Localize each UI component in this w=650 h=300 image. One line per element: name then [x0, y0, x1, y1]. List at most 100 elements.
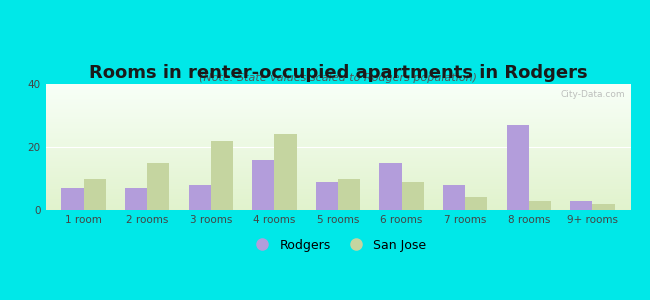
Bar	[46, 173, 630, 175]
Bar	[46, 166, 630, 167]
Bar	[46, 200, 630, 201]
Bar	[125, 188, 148, 210]
Bar	[465, 197, 488, 210]
Bar	[46, 149, 630, 151]
Bar	[46, 117, 630, 118]
Bar	[46, 118, 630, 119]
Bar	[46, 189, 630, 190]
Bar	[46, 170, 630, 171]
Bar	[46, 95, 630, 97]
Bar	[46, 162, 630, 164]
Bar	[46, 165, 630, 166]
Bar	[46, 84, 630, 85]
Bar	[46, 157, 630, 158]
Bar	[46, 128, 630, 129]
Bar	[46, 98, 630, 99]
Bar	[46, 99, 630, 100]
Bar	[46, 209, 630, 210]
Bar	[211, 141, 233, 210]
Bar	[46, 122, 630, 123]
Bar	[46, 201, 630, 202]
Bar	[46, 114, 630, 116]
Bar	[46, 129, 630, 130]
Bar	[46, 90, 630, 92]
Bar	[46, 86, 630, 88]
Bar	[46, 197, 630, 199]
Bar	[46, 180, 630, 181]
Bar	[46, 89, 630, 90]
Bar	[46, 184, 630, 185]
Bar	[46, 175, 630, 176]
Bar	[46, 143, 630, 145]
Bar	[46, 112, 630, 113]
Bar	[46, 168, 630, 170]
Bar	[46, 110, 630, 112]
Bar	[274, 134, 296, 210]
Bar	[148, 163, 170, 210]
Bar	[46, 206, 630, 208]
Bar	[46, 178, 630, 180]
Bar	[46, 113, 630, 114]
Bar	[46, 202, 630, 204]
Bar	[46, 142, 630, 143]
Bar	[46, 134, 630, 136]
Bar	[46, 160, 630, 161]
Bar	[380, 163, 402, 210]
Bar	[46, 181, 630, 182]
Bar	[46, 116, 630, 117]
Bar	[46, 158, 630, 160]
Bar	[46, 93, 630, 94]
Bar	[528, 200, 551, 210]
Bar	[46, 153, 630, 154]
Bar	[46, 124, 630, 126]
Bar	[46, 140, 630, 141]
Bar	[46, 138, 630, 140]
Bar	[46, 132, 630, 133]
Bar	[61, 188, 84, 210]
Bar	[188, 185, 211, 210]
Bar	[46, 195, 630, 196]
Bar	[46, 177, 630, 178]
Bar	[46, 103, 630, 104]
Bar	[46, 119, 630, 121]
Bar	[84, 178, 106, 210]
Bar	[46, 152, 630, 153]
Bar	[46, 176, 630, 177]
Bar	[46, 136, 630, 137]
Bar	[46, 147, 630, 148]
Bar	[46, 156, 630, 157]
Bar	[46, 196, 630, 197]
Bar	[506, 125, 528, 210]
Bar	[46, 182, 630, 184]
Bar	[46, 121, 630, 122]
Bar	[46, 137, 630, 138]
Bar	[46, 192, 630, 194]
Bar	[46, 97, 630, 98]
Bar	[46, 102, 630, 103]
Bar	[46, 167, 630, 168]
Bar	[46, 151, 630, 152]
Bar	[338, 178, 360, 210]
Text: (Note: State values scaled to Rodgers population): (Note: State values scaled to Rodgers po…	[199, 73, 477, 83]
Title: Rooms in renter-occupied apartments in Rodgers: Rooms in renter-occupied apartments in R…	[88, 64, 588, 82]
Bar	[46, 208, 630, 209]
Bar	[46, 92, 630, 93]
Bar	[46, 94, 630, 95]
Bar	[46, 104, 630, 105]
Bar	[46, 186, 630, 187]
Bar	[46, 205, 630, 206]
Bar	[46, 85, 630, 86]
Bar	[592, 204, 615, 210]
Bar	[46, 161, 630, 162]
Bar	[46, 191, 630, 192]
Bar	[46, 164, 630, 165]
Bar	[46, 141, 630, 142]
Bar	[46, 123, 630, 124]
Bar	[46, 146, 630, 147]
Bar	[443, 185, 465, 210]
Bar	[46, 105, 630, 107]
Bar	[46, 107, 630, 108]
Bar	[46, 172, 630, 173]
Bar	[46, 126, 630, 127]
Bar	[46, 185, 630, 186]
